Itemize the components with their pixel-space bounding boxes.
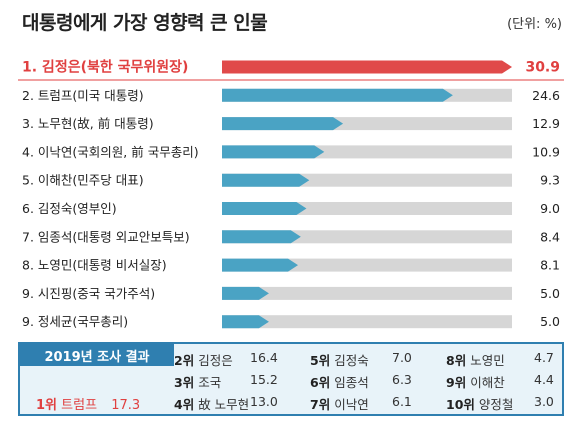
category-label: 3. 노무현(故, 前 대통령) bbox=[22, 116, 154, 131]
category-label: 2. 트럼프(미국 대통령) bbox=[22, 88, 144, 103]
rank-name: 임종석 bbox=[334, 375, 369, 390]
bar-track bbox=[222, 315, 512, 329]
rank-entry: 4위 故 노무현 13.0 bbox=[174, 394, 294, 413]
value-label: 8.4 bbox=[540, 229, 560, 244]
rank-number: 9위 bbox=[446, 375, 467, 390]
rank-value: 16.4 bbox=[250, 350, 278, 365]
first-name: 트럼프 bbox=[61, 398, 98, 413]
unit-label: (단위: %) bbox=[507, 17, 562, 32]
rank-value: 4.7 bbox=[534, 350, 554, 365]
rank-entry: 6위 임종석 6.3 bbox=[310, 372, 430, 391]
bar bbox=[222, 286, 269, 300]
category-label: 6. 김정숙(영부인) bbox=[22, 201, 117, 216]
bar bbox=[222, 202, 307, 215]
rank-value: 4.4 bbox=[534, 372, 554, 387]
rank-value: 6.1 bbox=[392, 394, 412, 409]
rank-number: 6위 bbox=[310, 375, 331, 390]
value-label: 5.0 bbox=[540, 286, 560, 301]
bar bbox=[222, 173, 310, 187]
value-label: 30.9 bbox=[525, 60, 560, 76]
bar bbox=[222, 315, 269, 329]
bar bbox=[222, 117, 344, 131]
first-value: 17.3 bbox=[111, 398, 141, 413]
rank-name: 김정숙 bbox=[334, 353, 369, 368]
value-label: 24.6 bbox=[532, 88, 560, 103]
bar bbox=[222, 88, 453, 102]
bar bbox=[222, 145, 325, 159]
value-label: 5.0 bbox=[540, 314, 560, 329]
panel-first-place: 1위 트럼프 17.3 bbox=[36, 394, 140, 413]
rank-value: 15.2 bbox=[250, 372, 278, 387]
chart-title: 대통령에게 가장 영향력 큰 인물 bbox=[22, 12, 268, 34]
rank-name: 이낙연 bbox=[334, 397, 369, 412]
rank-value: 7.0 bbox=[392, 350, 412, 365]
bar bbox=[222, 258, 299, 272]
rank-number: 2위 bbox=[174, 353, 195, 368]
bar bbox=[222, 230, 301, 244]
survey-2019-panel: 2019년 조사 결과 1위 트럼프 17.3 2위 김정은 16.4 5위 김정숙 7.… bbox=[18, 342, 564, 416]
rank-number: 3위 bbox=[174, 375, 195, 390]
category-label: 7. 임종석(대통령 외교안보특보) bbox=[22, 229, 190, 244]
rank-value: 3.0 bbox=[534, 394, 554, 409]
value-label: 8.1 bbox=[540, 258, 560, 273]
rank-name: 김정은 bbox=[198, 353, 233, 368]
category-label: 1. 김정은(북한 국무위원장) bbox=[22, 59, 188, 76]
rank-number: 8위 bbox=[446, 353, 467, 368]
rank-number: 10위 bbox=[446, 397, 475, 412]
panel-heading: 2019년 조사 결과 bbox=[20, 344, 174, 366]
rank-number: 7위 bbox=[310, 397, 331, 412]
rank-value: 13.0 bbox=[250, 394, 278, 409]
rank-name: 故 노무현 bbox=[198, 397, 250, 412]
category-label: 9. 정세균(국무총리) bbox=[22, 314, 128, 329]
value-label: 9.3 bbox=[540, 173, 560, 188]
rank-entry: 10위 양정철 3.0 bbox=[446, 394, 566, 413]
rank-name: 조국 bbox=[198, 375, 222, 390]
rank-entry: 8위 노영민 4.7 bbox=[446, 350, 566, 369]
rank-entry: 7위 이낙연 6.1 bbox=[310, 394, 430, 413]
value-label: 9.0 bbox=[540, 201, 560, 216]
rank-entry: 5위 김정숙 7.0 bbox=[310, 350, 430, 369]
rank-number: 4위 bbox=[174, 397, 195, 412]
rank-value: 6.3 bbox=[392, 372, 412, 387]
bar-track bbox=[222, 286, 512, 300]
rank-entry: 2위 김정은 16.4 bbox=[174, 350, 294, 369]
bar-chart: 1. 김정은(북한 국무위원장) 30.9 2. 트럼프(미국 대통령) 24.6 3.… bbox=[18, 59, 564, 329]
category-label: 9. 시진핑(중국 국가주석) bbox=[22, 286, 155, 301]
category-label: 5. 이해찬(민주당 대표) bbox=[22, 173, 144, 188]
value-label: 12.9 bbox=[532, 116, 560, 131]
value-label: 10.9 bbox=[532, 144, 560, 159]
bar bbox=[222, 60, 512, 74]
rank-entry: 9위 이해찬 4.4 bbox=[446, 372, 566, 391]
rank-name: 양정철 bbox=[478, 397, 514, 412]
category-label: 4. 이낙연(국회의원, 前 국무총리) bbox=[22, 144, 199, 159]
rank-name: 노영민 bbox=[470, 353, 505, 368]
rank-name: 이해찬 bbox=[470, 375, 505, 390]
rank-entry: 3위 조국 15.2 bbox=[174, 372, 294, 391]
category-label: 8. 노영민(대통령 비서실장) bbox=[22, 258, 167, 273]
bar-track bbox=[222, 258, 512, 272]
first-rank: 1위 bbox=[36, 398, 58, 413]
rank-number: 5위 bbox=[310, 353, 331, 368]
